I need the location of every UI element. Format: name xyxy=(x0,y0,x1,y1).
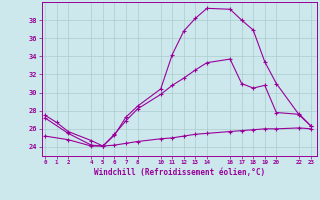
X-axis label: Windchill (Refroidissement éolien,°C): Windchill (Refroidissement éolien,°C) xyxy=(94,168,265,177)
